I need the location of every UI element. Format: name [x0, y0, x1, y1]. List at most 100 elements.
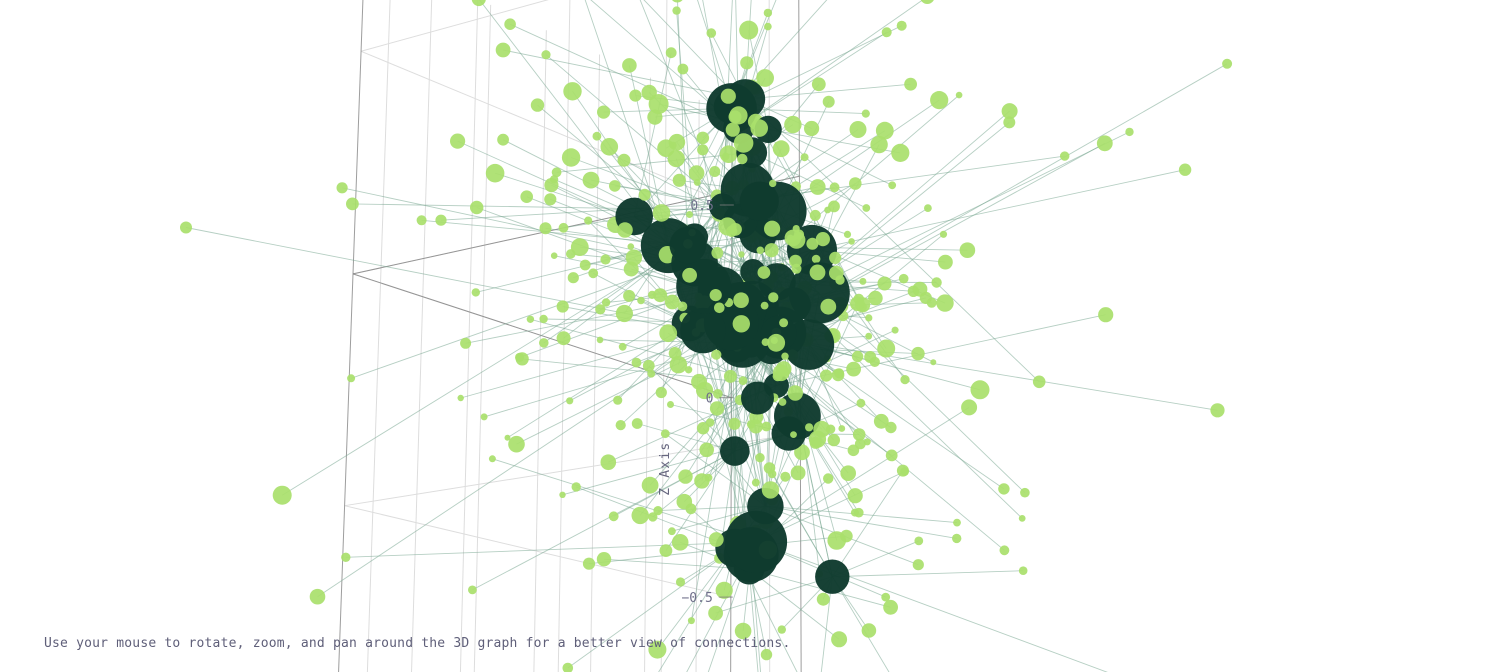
leaf-node[interactable] — [504, 434, 511, 441]
leaf-node[interactable] — [848, 238, 855, 245]
leaf-node[interactable] — [784, 115, 802, 134]
leaf-node[interactable] — [891, 326, 899, 334]
leaf-node[interactable] — [457, 394, 464, 402]
leaf-node[interactable] — [1020, 487, 1030, 498]
leaf-node[interactable] — [970, 380, 990, 400]
leaf-node[interactable] — [1125, 127, 1134, 137]
leaf-node[interactable] — [723, 369, 737, 383]
leaf-node[interactable] — [763, 462, 776, 474]
leaf-node[interactable] — [840, 465, 856, 482]
leaf-node[interactable] — [869, 356, 880, 367]
leaf-node[interactable] — [684, 366, 693, 374]
leaf-node[interactable] — [642, 359, 655, 372]
leaf-node[interactable] — [520, 190, 533, 203]
leaf-node[interactable] — [961, 399, 978, 416]
leaf-node[interactable] — [816, 592, 830, 606]
leaf-node[interactable] — [556, 331, 571, 346]
leaf-node[interactable] — [792, 225, 800, 233]
leaf-node[interactable] — [637, 296, 645, 305]
leaf-node[interactable] — [764, 22, 772, 31]
leaf-node[interactable] — [592, 131, 602, 141]
leaf-node[interactable] — [686, 211, 693, 218]
leaf-node[interactable] — [911, 346, 925, 361]
leaf-node[interactable] — [930, 359, 937, 366]
leaf-node[interactable] — [697, 144, 709, 156]
leaf-node[interactable] — [998, 483, 1010, 495]
leaf-node[interactable] — [809, 209, 821, 221]
leaf-node[interactable] — [883, 599, 898, 615]
leaf-node[interactable] — [720, 88, 736, 104]
leaf-node[interactable] — [485, 163, 505, 183]
leaf-node[interactable] — [668, 527, 676, 536]
leaf-node[interactable] — [708, 605, 723, 621]
leaf-node[interactable] — [959, 242, 976, 258]
leaf-node[interactable] — [618, 342, 627, 351]
leaf-node[interactable] — [733, 292, 749, 309]
leaf-node[interactable] — [1003, 116, 1016, 129]
leaf-node[interactable] — [652, 204, 671, 222]
leaf-node[interactable] — [955, 91, 963, 99]
leaf-node[interactable] — [907, 285, 920, 297]
leaf-node[interactable] — [660, 429, 670, 439]
leaf-node[interactable] — [794, 444, 810, 461]
leaf-node[interactable] — [846, 361, 861, 377]
leaf-node[interactable] — [648, 94, 669, 114]
leaf-node[interactable] — [811, 254, 821, 264]
leaf-node[interactable] — [896, 464, 909, 477]
leaf-node[interactable] — [755, 453, 765, 463]
leaf-node[interactable] — [706, 28, 717, 38]
leaf-node[interactable] — [739, 20, 759, 40]
leaf-node[interactable] — [561, 148, 581, 167]
leaf-node[interactable] — [820, 298, 837, 315]
leaf-node[interactable] — [900, 375, 910, 385]
leaf-node[interactable] — [750, 119, 768, 137]
leaf-node[interactable] — [541, 50, 551, 60]
leaf-node[interactable] — [699, 442, 714, 458]
leaf-node[interactable] — [629, 89, 642, 102]
leaf-node[interactable] — [567, 272, 579, 284]
leaf-node[interactable] — [800, 153, 809, 162]
leaf-node[interactable] — [539, 222, 552, 235]
leaf-node[interactable] — [1096, 135, 1113, 152]
leaf-node[interactable] — [835, 275, 845, 285]
leaf-node[interactable] — [1210, 403, 1225, 418]
leaf-node[interactable] — [738, 251, 745, 258]
leaf-node[interactable] — [850, 296, 865, 312]
leaf-node[interactable] — [924, 204, 932, 213]
leaf-node[interactable] — [468, 585, 477, 595]
leaf-node[interactable] — [952, 533, 962, 544]
leaf-node[interactable] — [550, 252, 558, 259]
leaf-node[interactable] — [708, 532, 724, 547]
leaf-node[interactable] — [709, 166, 721, 177]
leaf-node[interactable] — [597, 105, 611, 119]
leaf-node[interactable] — [772, 364, 790, 382]
leaf-node[interactable] — [780, 471, 791, 482]
leaf-node[interactable] — [851, 350, 864, 363]
leaf-node[interactable] — [831, 631, 848, 648]
leaf-node[interactable] — [309, 588, 326, 605]
leaf-node[interactable] — [809, 179, 826, 195]
leaf-node[interactable] — [768, 292, 779, 303]
leaf-node[interactable] — [829, 182, 840, 193]
leaf-node[interactable] — [677, 301, 688, 312]
leaf-node[interactable] — [881, 592, 891, 602]
leaf-node[interactable] — [828, 200, 840, 213]
leaf-node[interactable] — [756, 69, 774, 87]
leaf-node[interactable] — [558, 222, 569, 233]
leaf-node[interactable] — [904, 77, 917, 91]
leaf-node[interactable] — [804, 120, 820, 137]
hub-node[interactable] — [771, 416, 806, 451]
leaf-node[interactable] — [346, 197, 359, 211]
leaf-node[interactable] — [787, 385, 803, 401]
leaf-node[interactable] — [571, 482, 581, 492]
leaf-node[interactable] — [648, 512, 658, 522]
leaf-node[interactable] — [728, 110, 742, 124]
leaf-node[interactable] — [806, 237, 819, 250]
leaf-node[interactable] — [1001, 103, 1018, 120]
leaf-node[interactable] — [495, 42, 511, 58]
leaf-node[interactable] — [761, 481, 780, 499]
leaf-node[interactable] — [582, 171, 600, 189]
leaf-node[interactable] — [856, 398, 866, 408]
leaf-node[interactable] — [667, 401, 674, 408]
